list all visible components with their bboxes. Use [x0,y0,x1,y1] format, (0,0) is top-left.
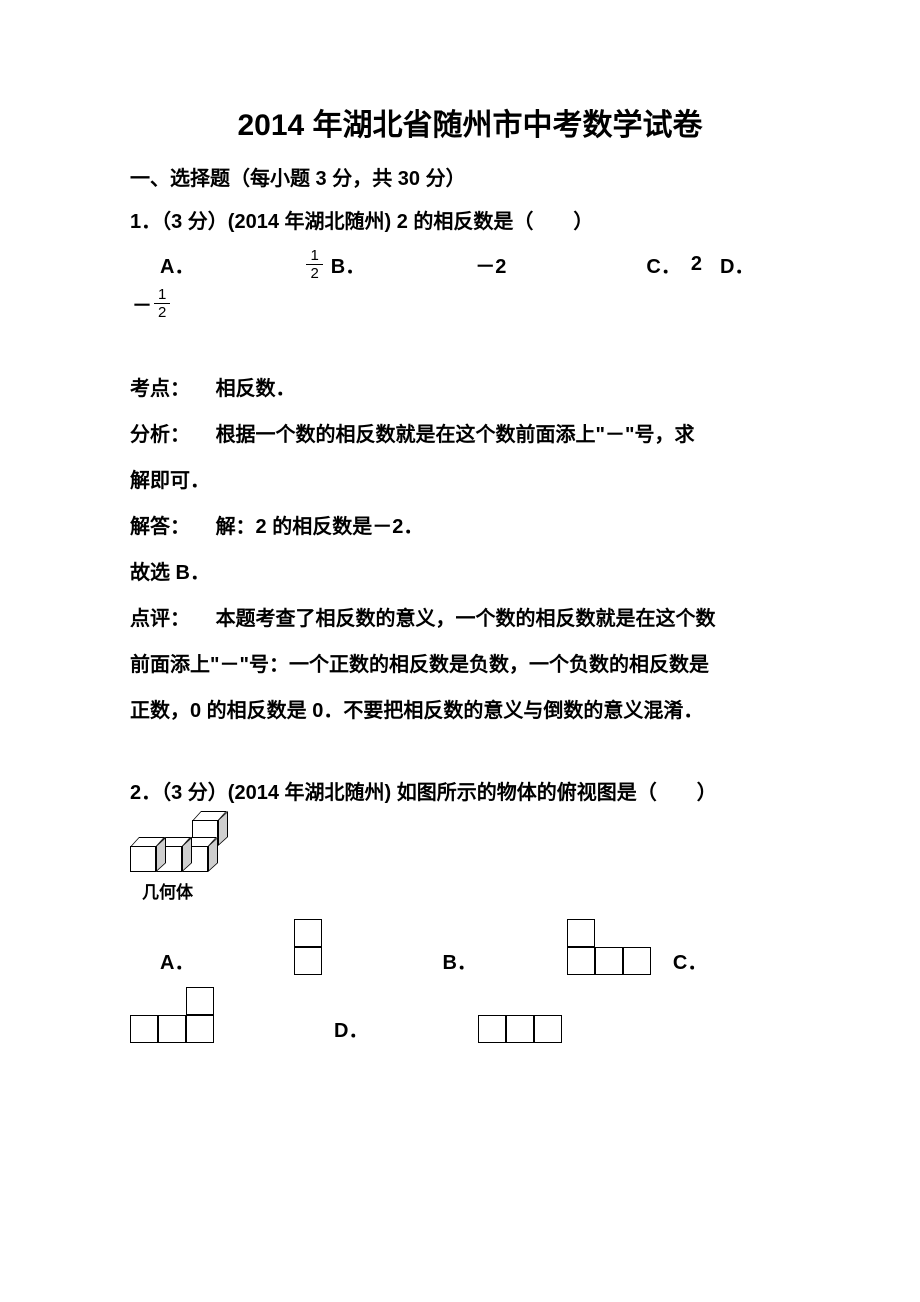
q2-figure-label: 几何体 [142,878,810,903]
q2-options-row-2: D． [130,987,810,1043]
q1-optB-label: B． [331,250,365,279]
q1-optB-text: －2 [475,250,506,279]
q1-kaodian: 考点： 相反数． [130,366,810,412]
fenxi-label: 分析： [130,412,210,458]
q1-dianping-2: 前面添上"－"号：一个正数的相反数是负数，一个负数的相反数是 [130,642,810,688]
q1-jieda: 解答： 解：2 的相反数是－2． [130,504,810,550]
jieda-text: 解：2 的相反数是－2． [216,516,424,538]
fraction-numerator: 1 [306,248,322,264]
fraction-denominator: 2 [306,264,322,281]
q1-optD-neg: － [132,289,152,318]
q2-optD-label: D． [334,1014,368,1043]
q1-optC-text: 2 [691,253,702,276]
q2-options-row-1: A． B． C． [130,919,810,975]
q2-optA-shape [294,919,322,975]
q2-optC-label: C． [673,946,707,975]
q1-optC-label: C． [646,250,680,279]
q1-fenxi: 分析： 根据一个数的相反数就是在这个数前面添上"－"号，求 [130,412,810,458]
dianping-text: 本题考查了相反数的意义，一个数的相反数就是在这个数 [216,608,716,630]
q2-stem: 2．（3 分）(2014 年湖北随州) 如图所示的物体的俯视图是（ ） [130,776,810,805]
q2-optB-label: B． [442,946,476,975]
exam-title: 2014 年湖北省随州市中考数学试卷 [130,100,810,144]
q1-dianping-3: 正数，0 的相反数是 0．不要把相反数的意义与倒数的意义混淆． [130,688,810,734]
fraction-denominator: 2 [154,303,170,320]
section-1-header: 一、选择题（每小题 3 分，共 30 分） [130,162,810,191]
q2-optC-shape [130,987,214,1043]
q1-optA-label: A． [160,250,194,279]
jieda-label: 解答： [130,504,210,550]
q1-fenxi-2: 解即可． [130,458,810,504]
q1-stem: 1．（3 分）(2014 年湖北随州) 2 的相反数是（ ） [130,205,810,234]
fraction-numerator: 1 [154,287,170,303]
q1-jieda-2: 故选 B． [130,550,810,596]
q1-optD-fraction: 1 2 [154,287,170,320]
kaodian-text: 相反数． [216,378,296,400]
dianping-label: 点评： [130,596,210,642]
q2-optA-label: A． [160,946,194,975]
fenxi-text: 根据一个数的相反数就是在这个数前面添上"－"号，求 [216,424,695,446]
q1-optD-label: D． [720,250,754,279]
q1-options-row-1: A． 1 2 B． －2 C． 2 D． [160,248,810,281]
q2-3d-figure [130,819,240,874]
q2-optD-shape [478,1015,562,1043]
q1-dianping: 点评： 本题考查了相反数的意义，一个数的相反数就是在这个数 [130,596,810,642]
kaodian-label: 考点： [130,366,210,412]
q2-optB-shape [567,919,651,975]
q1-optA-fraction: 1 2 [306,248,322,281]
q1-optD-row: － 1 2 [130,287,810,320]
